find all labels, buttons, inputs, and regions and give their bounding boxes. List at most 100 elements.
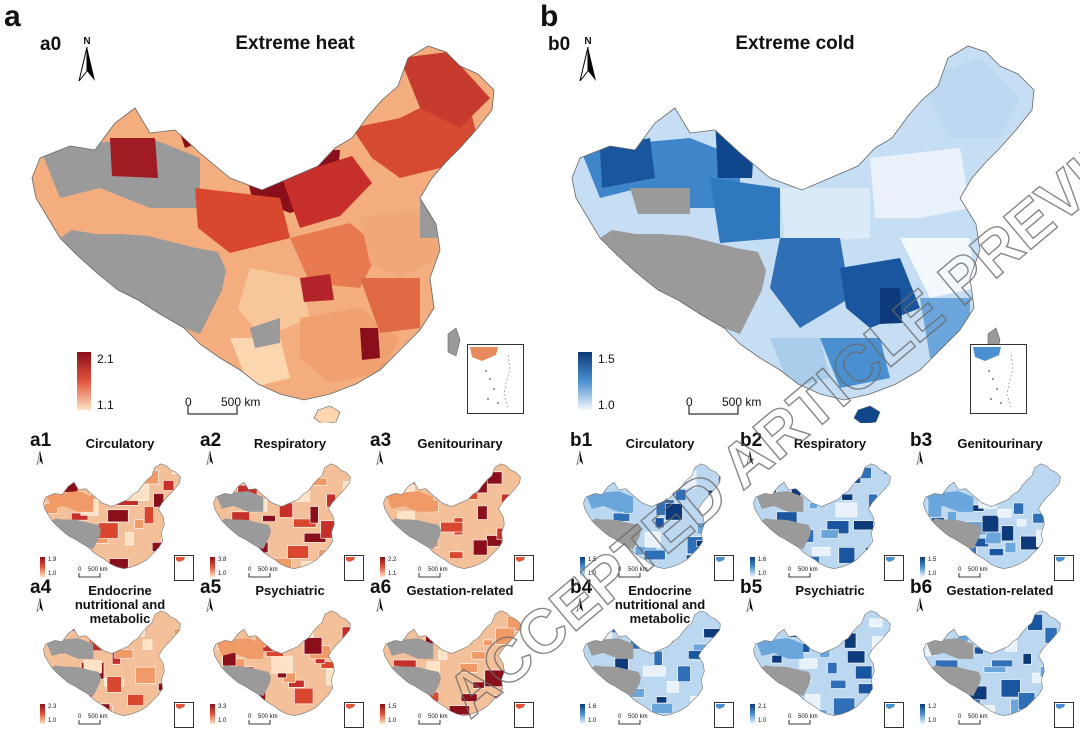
small-map-title-a2: Respiratory <box>253 436 327 451</box>
north-arrow-icon <box>576 451 584 470</box>
sublabel-a6: a6 <box>370 577 392 598</box>
sublabel-b5: b5 <box>740 577 763 598</box>
small-inset <box>514 555 534 581</box>
legend-min-cold: 1.0 <box>598 398 615 412</box>
small-inset <box>514 702 534 728</box>
small-map-shape-a3 <box>383 463 521 570</box>
map-title-extreme-cold: Extreme cold <box>735 33 855 54</box>
small-map-shape-b6 <box>923 610 1061 717</box>
sublabel-b3: b3 <box>910 430 933 451</box>
small-legend-b1: 1.5 1.0 <box>580 557 610 579</box>
small-inset <box>884 702 904 728</box>
sublabel-a3: a3 <box>370 430 392 451</box>
legend-max-heat: 2.1 <box>97 352 114 366</box>
small-legend-a2: 3.8 1.0 <box>210 557 240 579</box>
small-legend-max: 1.5 <box>928 557 937 563</box>
legend-extreme-heat: 2.1 1.1 <box>77 352 137 412</box>
small-map-b1: b1 Circulatory 1.5 1.0 0 500 km <box>540 431 734 593</box>
small-map-b6: b6 Gestation-related 1.2 1.0 0 500 km <box>880 578 1074 740</box>
small-scale-bar: 0 500 km <box>788 567 838 579</box>
small-map-title-b3: Genitourinary <box>957 436 1043 451</box>
small-legend-max: 2.1 <box>758 704 767 710</box>
small-map-title-b1: Circulatory <box>625 436 695 451</box>
small-map-shape-a2 <box>213 463 351 570</box>
sublabel-a0: a0 <box>40 34 62 55</box>
sublabel-b0: b0 <box>548 34 571 55</box>
small-map-shape-b2 <box>753 463 891 570</box>
small-legend-a3: 2.2 1.1 <box>380 557 410 579</box>
sublabel-a5: a5 <box>200 577 222 598</box>
sublabel-b6: b6 <box>910 577 933 598</box>
small-legend-a1: 1.9 1.0 <box>40 557 70 579</box>
small-legend-max: 1.2 <box>928 704 937 710</box>
north-arrow-icon <box>916 451 924 470</box>
small-map-a3: a3 Genitourinary 2.2 1.1 0 500 km <box>340 431 534 593</box>
small-map-a5: a5 Psychiatric 3.3 1.0 0 500 km <box>170 578 364 740</box>
small-scale-bar: 0 500 km <box>418 567 468 579</box>
small-legend-max: 1.5 <box>588 557 597 563</box>
small-map-title-b5: Psychiatric <box>795 583 865 598</box>
small-legend-min: 1.0 <box>928 571 937 577</box>
small-legend-min: 1.0 <box>218 571 227 577</box>
small-map-b4: b4 Endocrine nutritional and metabolic 1.6… <box>540 578 734 740</box>
small-scale-bar: 0 500 km <box>248 567 298 579</box>
north-arrow-icon <box>206 451 214 470</box>
map-extreme-heat <box>31 45 495 423</box>
small-map-title-a1: Circulatory <box>85 436 155 451</box>
small-map-shape-b1 <box>583 463 721 570</box>
small-legend-min: 1.0 <box>388 718 397 724</box>
north-arrow-icon <box>206 598 214 617</box>
legend-colorbar-heat <box>77 352 91 410</box>
small-legend-min: 1.0 <box>48 718 57 724</box>
legend-extreme-cold: 1.5 1.0 <box>578 352 638 412</box>
small-scale-bar: 0 500 km <box>78 567 128 579</box>
small-scale-bar: 0 500 km <box>248 714 298 726</box>
sublabel-a2: a2 <box>200 430 222 451</box>
small-scale-bar: 0 500 km <box>958 567 1008 579</box>
small-map-a6: a6 Gestation-related 1.5 1.0 0 500 km <box>340 578 534 740</box>
small-scale-bar: 0 500 km <box>958 714 1008 726</box>
north-arrow-icon: N <box>77 37 97 86</box>
north-arrow-icon <box>746 451 754 470</box>
small-legend-a6: 1.5 1.0 <box>380 704 410 726</box>
small-legend-b6: 1.2 1.0 <box>920 704 950 726</box>
small-legend-min: 1.0 <box>928 718 937 724</box>
small-map-a4: a4 Endocrine nutritional and metabolic 2.3… <box>0 578 194 740</box>
small-legend-max: 3.3 <box>218 704 227 710</box>
north-arrow-icon <box>746 598 754 617</box>
small-map-b2: b2 Respiratory 1.6 1.0 0 500 km <box>710 431 904 593</box>
small-legend-min: 1.0 <box>588 571 597 577</box>
small-scale-bar: 0 500 km <box>618 567 668 579</box>
small-inset <box>714 555 734 581</box>
map-title-extreme-heat: Extreme heat <box>235 33 355 54</box>
small-map-shape-b3 <box>923 463 1061 570</box>
small-legend-min: 1.1 <box>388 571 397 577</box>
north-arrow-icon <box>576 598 584 617</box>
north-arrow-icon <box>36 451 44 470</box>
map-extreme-cold <box>571 45 1035 423</box>
north-arrow-icon: N <box>578 37 598 86</box>
small-map-title-b4: Endocrine nutritional and metabolic <box>614 583 706 626</box>
small-legend-b4: 1.6 1.0 <box>580 704 610 726</box>
small-legend-b3: 1.5 1.0 <box>920 557 950 579</box>
panel-letter-b: b <box>540 0 559 33</box>
small-map-shape-a1 <box>43 463 181 570</box>
small-map-title-b6: Gestation-related <box>946 583 1054 598</box>
scale-bar-heat: 0 500 km <box>185 395 285 417</box>
small-map-shape-a6 <box>383 610 521 717</box>
small-legend-min: 1.0 <box>48 571 57 577</box>
small-map-title-a4: Endocrine nutritional and metabolic <box>74 583 166 626</box>
small-scale-bar: 0 500 km <box>78 714 128 726</box>
legend-colorbar-cold <box>578 352 592 410</box>
north-arrow-icon <box>36 598 44 617</box>
small-map-shape-b5 <box>753 610 891 717</box>
small-legend-max: 1.6 <box>588 704 597 710</box>
small-map-a2: a2 Respiratory 3.8 1.0 0 500 km <box>170 431 364 593</box>
small-legend-b2: 1.6 1.0 <box>750 557 780 579</box>
sublabel-a1: a1 <box>30 430 52 451</box>
small-inset <box>174 555 194 581</box>
small-legend-max: 3.8 <box>218 557 227 563</box>
small-inset <box>1054 555 1074 581</box>
small-scale-bar: 0 500 km <box>418 714 468 726</box>
panel-letter-a: a <box>4 0 21 33</box>
